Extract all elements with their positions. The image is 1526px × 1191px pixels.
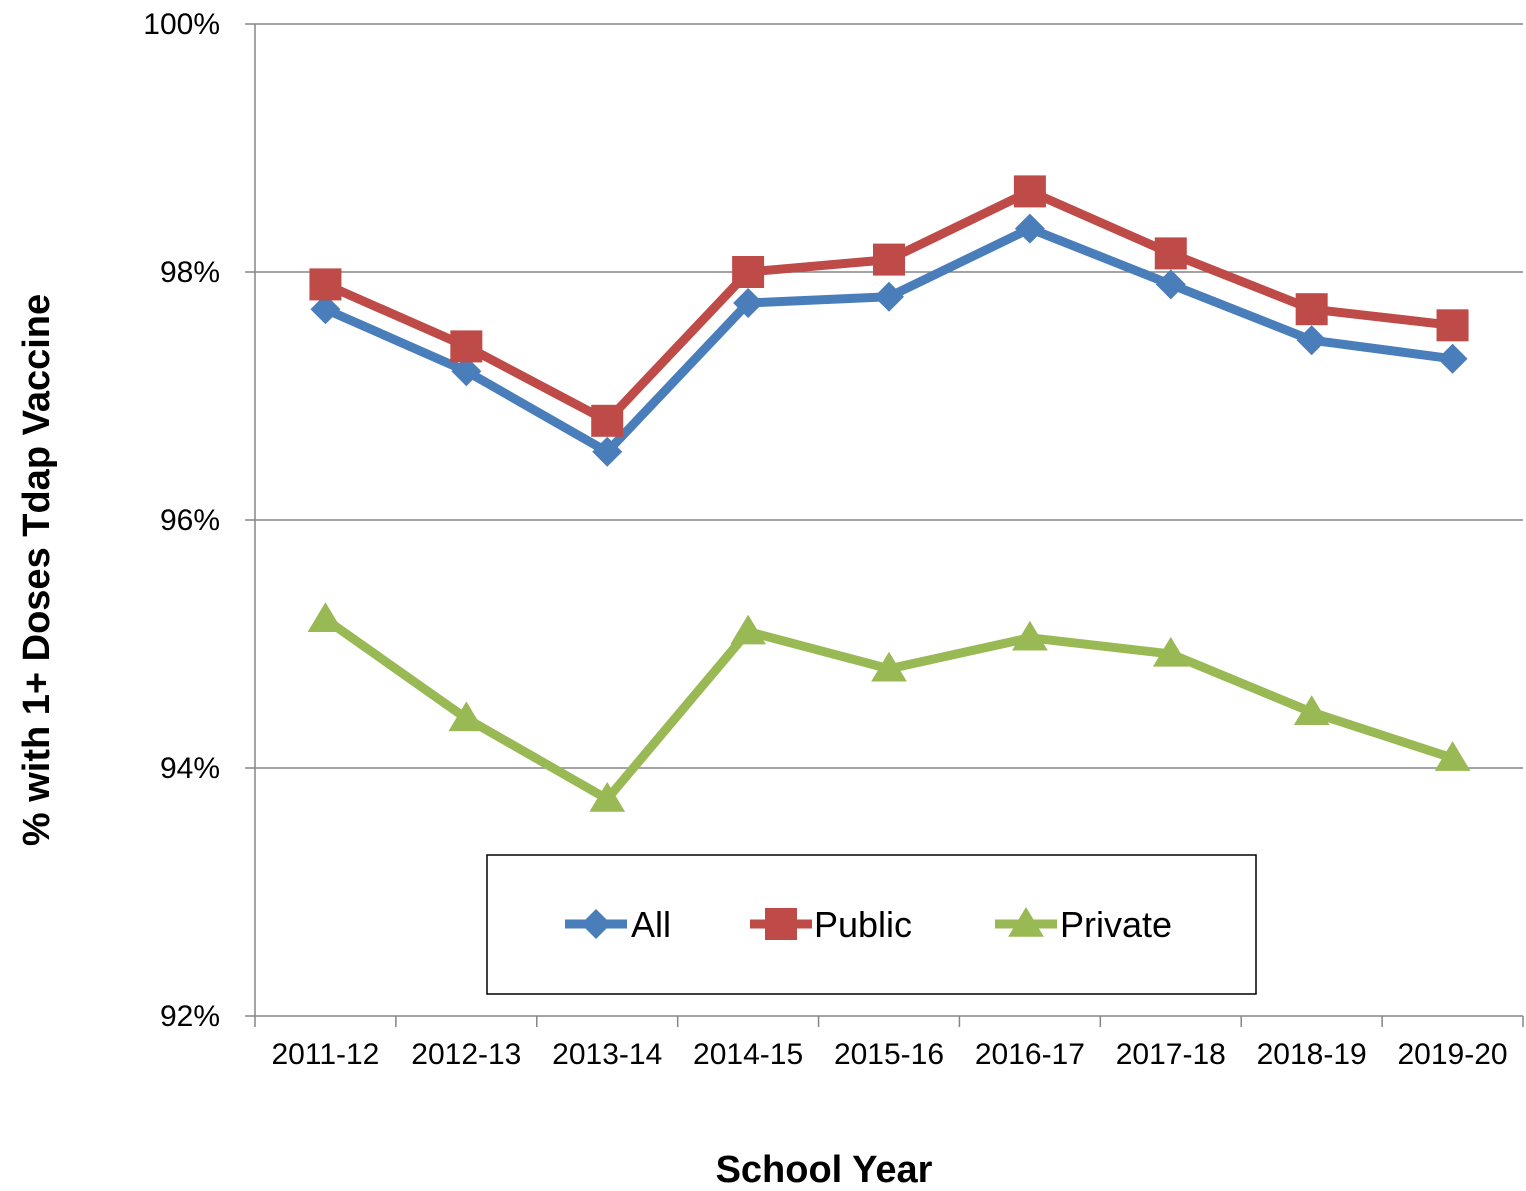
data-point-all — [1014, 213, 1045, 244]
legend-marker-all — [581, 909, 611, 939]
data-point-public — [873, 243, 905, 276]
data-point-all — [310, 294, 341, 325]
data-point-public — [309, 268, 342, 301]
data-point-public — [591, 404, 624, 437]
x-tick-label: 2019-20 — [1398, 1038, 1508, 1071]
data-point-all — [451, 356, 482, 387]
series-line-private — [322, 615, 1454, 804]
x-tick-label: 2012-13 — [411, 1038, 521, 1071]
series-all — [310, 213, 1468, 467]
x-tick-label: 2016-17 — [975, 1038, 1085, 1071]
legend: All Public Private — [486, 854, 1257, 995]
legend-marker-private — [1008, 907, 1044, 937]
x-tick-label: 2011-12 — [272, 1038, 380, 1071]
axes — [254, 24, 1524, 1027]
x-tick-labels: 2011-12 2012-13 2013-14 2014-15 2015-16 2016-… — [272, 1038, 1508, 1071]
x-tick-label: 2013-14 — [552, 1038, 662, 1071]
legend-marker-public — [765, 908, 797, 940]
y-tick-label: 92% — [160, 1000, 220, 1033]
series-private — [307, 602, 1471, 812]
data-point-public — [1436, 309, 1469, 342]
legend-item-private: Private — [995, 904, 1172, 945]
data-point-all — [1296, 325, 1327, 356]
data-point-public — [1013, 175, 1046, 208]
y-tick-label: 100% — [143, 8, 220, 41]
y-tick-labels: 100% 98% 96% 94% 92% — [143, 8, 220, 1033]
series-lines — [307, 175, 1471, 812]
legend-label-private: Private — [1060, 904, 1172, 945]
x-tick-label: 2017-18 — [1116, 1038, 1226, 1071]
data-point-all — [1155, 269, 1186, 300]
data-point-private — [730, 614, 766, 645]
data-point-public — [1154, 237, 1187, 270]
y-tick-label: 98% — [160, 256, 220, 289]
data-point-all — [1437, 343, 1468, 374]
y-tick-label: 94% — [160, 752, 220, 785]
y-tick-label: 96% — [160, 504, 220, 537]
data-point-private — [1152, 636, 1189, 667]
series-public — [309, 175, 1469, 437]
data-point-private — [1012, 620, 1048, 651]
y-axis-title: % with 1+ Doses Tdap Vaccine — [16, 294, 58, 846]
data-point-private — [1293, 695, 1330, 725]
data-point-private — [448, 701, 485, 732]
legend-item-public: Public — [750, 904, 912, 945]
data-point-private — [1434, 741, 1471, 771]
data-point-private — [589, 782, 626, 812]
data-point-all — [733, 288, 764, 318]
data-point-public — [450, 330, 483, 363]
legend-label-all: All — [631, 904, 671, 945]
data-point-private — [871, 651, 907, 682]
x-tick-label: 2018-19 — [1257, 1038, 1367, 1071]
x-axis-title: School Year — [716, 1149, 933, 1191]
x-tick-label: 2015-16 — [834, 1038, 944, 1071]
legend-label-public: Public — [814, 904, 912, 945]
data-point-private — [307, 602, 344, 632]
data-point-public — [732, 256, 765, 288]
data-point-public — [1295, 293, 1328, 326]
data-point-all — [592, 436, 623, 467]
data-point-all — [874, 281, 904, 312]
x-tick-label: 2014-15 — [693, 1038, 803, 1071]
legend-item-all: All — [565, 904, 671, 945]
